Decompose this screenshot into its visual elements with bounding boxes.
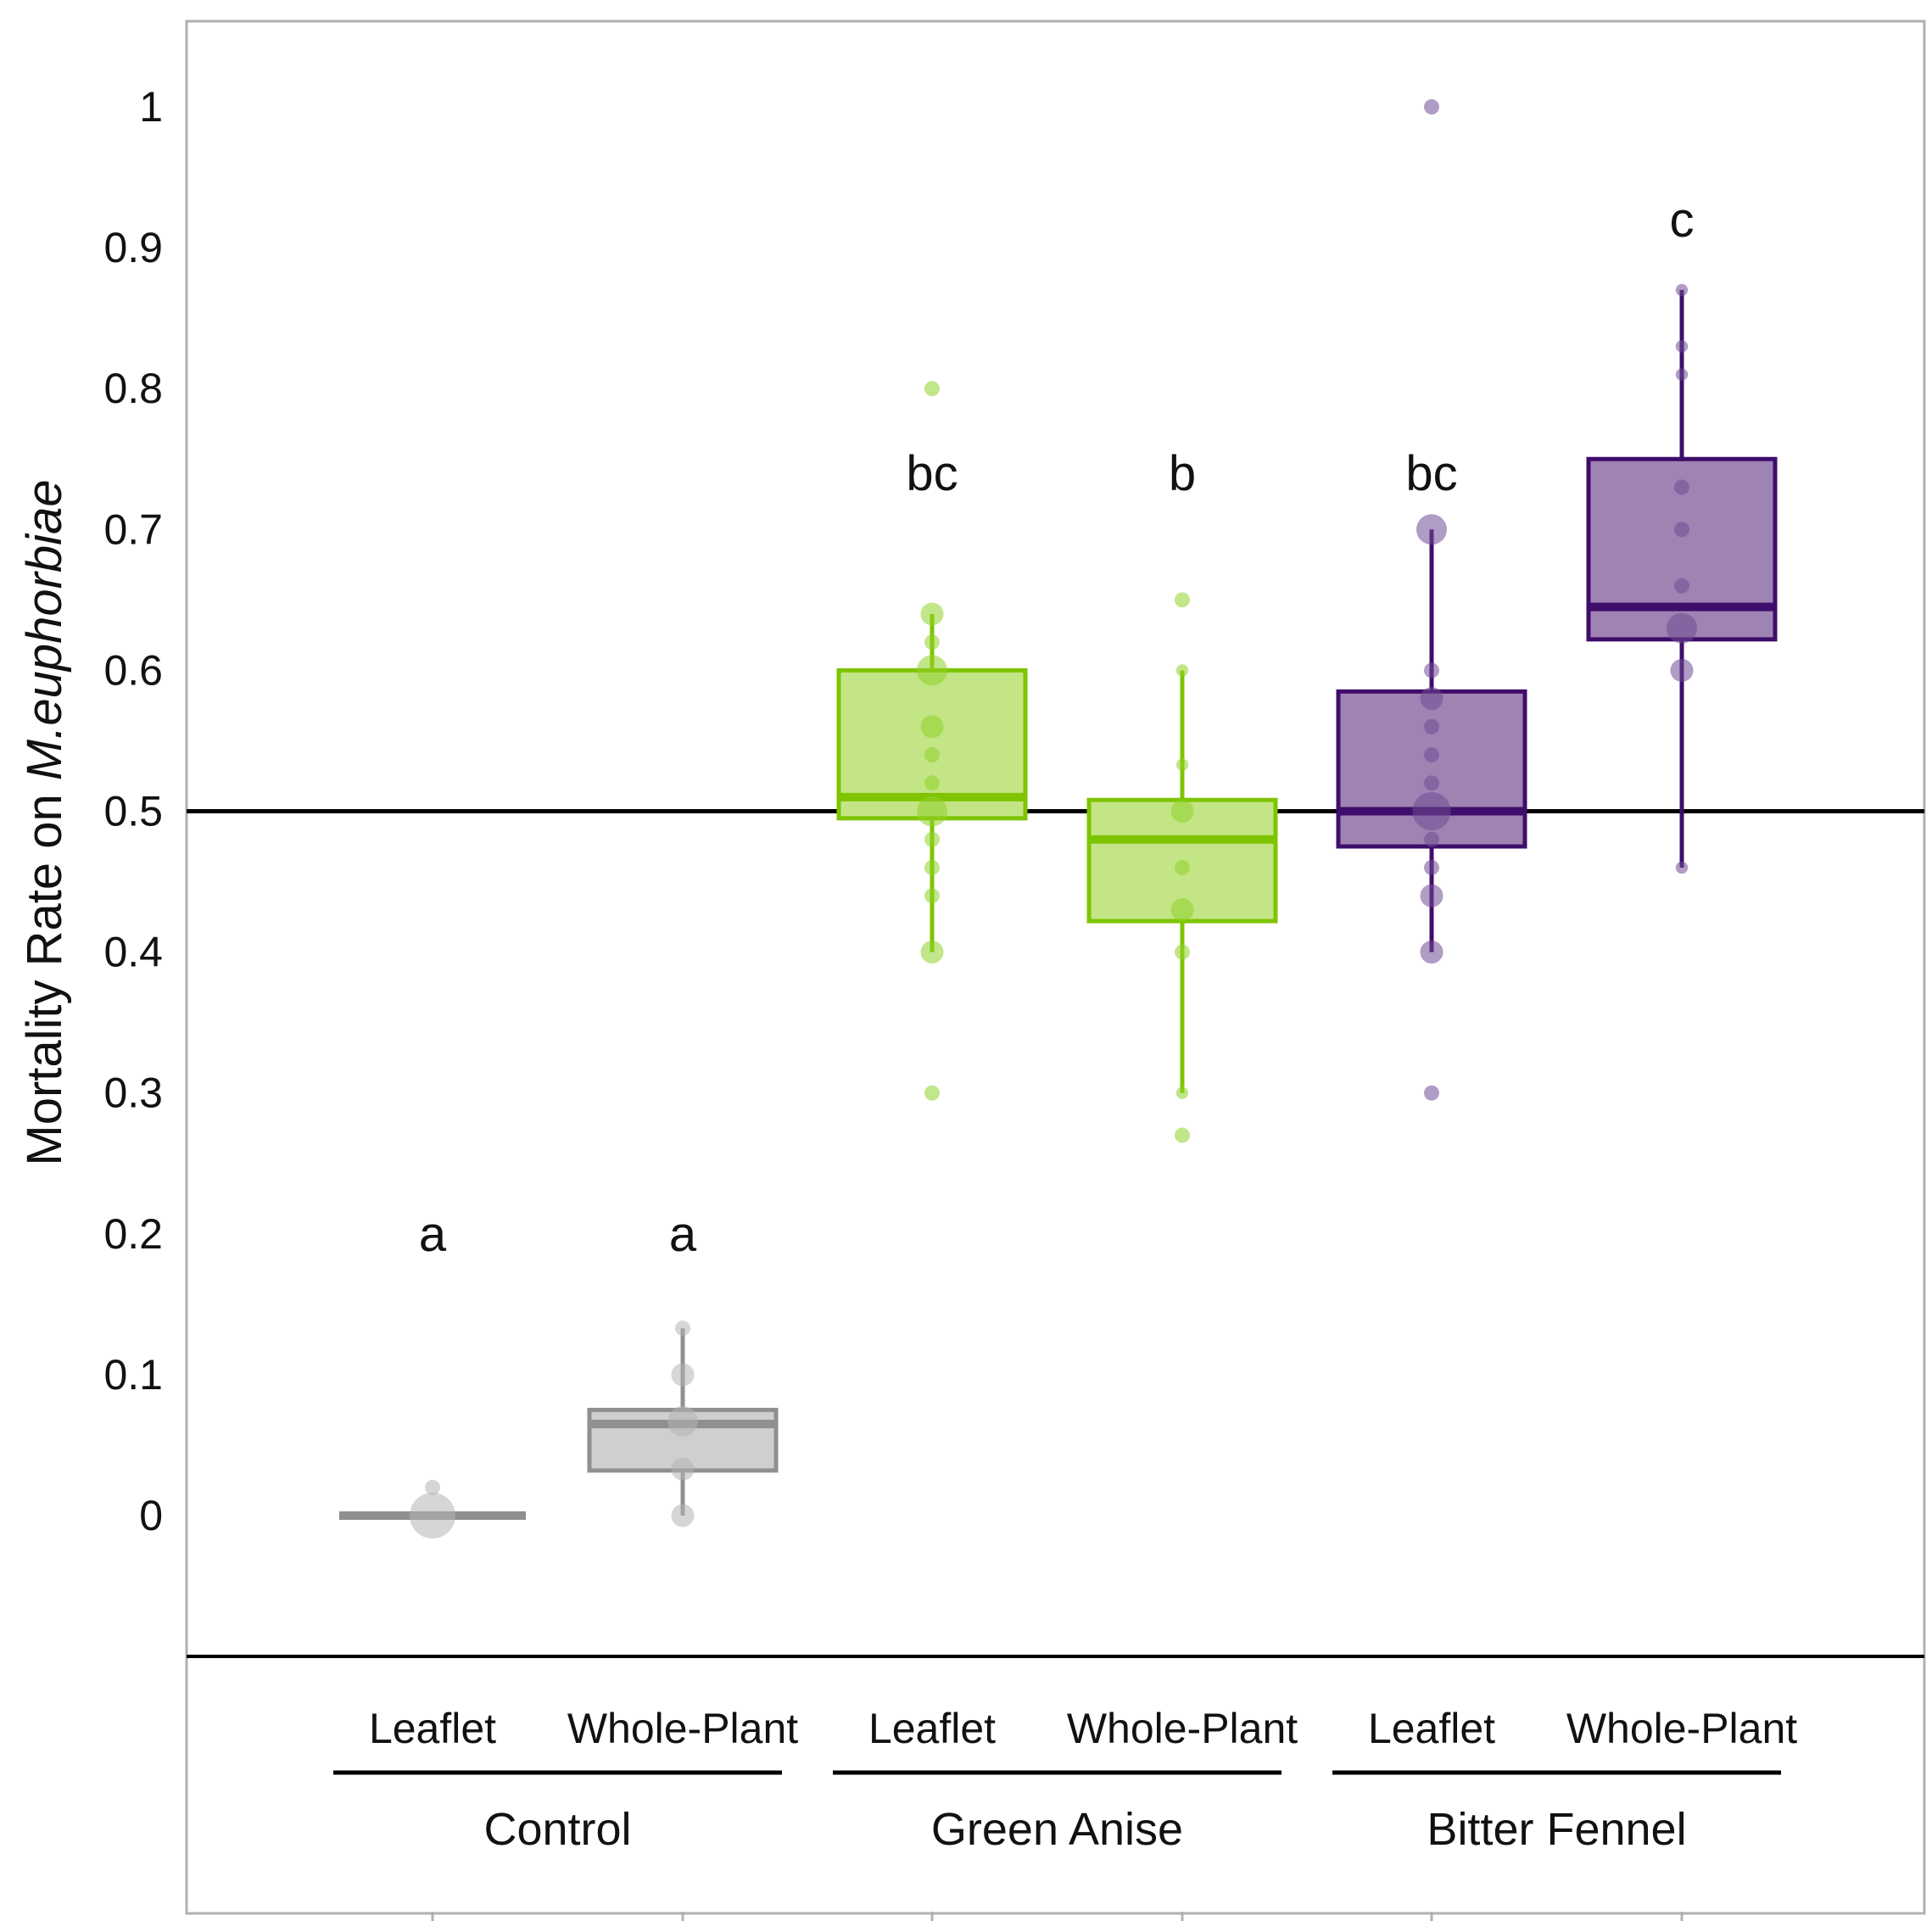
- box-layer: a a bc b bc c: [339, 99, 1778, 1538]
- significance-letter: a: [419, 1207, 447, 1262]
- y-tick-label: 0.9: [103, 224, 163, 271]
- axis-layer: 0 0.1 0.2 0.3 0.4 0.5 0.6 0.7 0.8 0.9 1 Control Leaf…: [103, 83, 1924, 1921]
- subgroup-label: Leaflet: [1368, 1705, 1495, 1752]
- data-point: [924, 747, 940, 763]
- significance-letter: a: [669, 1207, 697, 1262]
- data-point: [924, 634, 940, 651]
- data-point: [1175, 944, 1190, 960]
- y-tick-label: 0: [139, 1492, 163, 1539]
- y-tick-label: 0.4: [103, 929, 163, 976]
- box-group: a: [587, 1207, 779, 1527]
- y-tick-label: 0.7: [103, 505, 163, 553]
- y-tick-label: 0.1: [103, 1351, 163, 1399]
- data-point: [1175, 859, 1190, 875]
- plot-frame: [185, 20, 1926, 1915]
- box-group: bc: [836, 381, 1028, 1101]
- data-point: [917, 655, 947, 686]
- data-point: [1424, 747, 1439, 763]
- significance-letter: b: [1169, 446, 1196, 501]
- y-tick-label: 0.6: [103, 646, 163, 694]
- y-tick-label: 0.8: [103, 365, 163, 412]
- y-tick-label: 1: [139, 83, 163, 131]
- data-point: [1170, 800, 1194, 823]
- y-axis-label: Mortality Rate on M.euphorbiae: [17, 479, 72, 1165]
- data-point: [1175, 1086, 1189, 1099]
- data-point: [1424, 859, 1439, 875]
- data-point: [1420, 941, 1443, 964]
- box-group: c: [1586, 193, 1778, 874]
- subgroup-label: Leaflet: [369, 1705, 496, 1752]
- significance-letter: bc: [1405, 446, 1457, 501]
- data-point: [1424, 662, 1439, 678]
- data-point: [1424, 1085, 1439, 1101]
- data-point: [1675, 283, 1689, 297]
- data-point: [924, 1085, 940, 1101]
- box-group: bc: [1336, 99, 1527, 1101]
- data-point: [1674, 522, 1689, 538]
- data-point: [920, 602, 944, 626]
- data-point: [1675, 861, 1689, 874]
- data-point: [1420, 884, 1443, 907]
- data-point: [1670, 658, 1694, 682]
- group-label: Bitter Fennel: [1427, 1804, 1686, 1855]
- data-point: [671, 1504, 695, 1527]
- data-point: [924, 381, 940, 397]
- data-point: [924, 859, 940, 875]
- data-point: [924, 831, 940, 847]
- y-tick-label: 0.3: [103, 1069, 163, 1117]
- subgroup-label: Whole-Plant: [1566, 1705, 1797, 1752]
- data-point: [1674, 479, 1689, 495]
- subgroup-label: Whole-Plant: [567, 1705, 798, 1752]
- box-group: b: [1086, 446, 1278, 1143]
- data-point: [1420, 687, 1443, 711]
- data-point: [920, 715, 944, 739]
- data-point: [425, 1479, 440, 1495]
- data-point: [920, 941, 944, 964]
- data-point: [924, 775, 940, 791]
- data-point: [1424, 831, 1439, 847]
- data-point: [1175, 664, 1189, 677]
- subgroup-label: Leaflet: [868, 1705, 996, 1752]
- data-point: [1170, 898, 1194, 922]
- data-point: [671, 1363, 695, 1387]
- data-point: [1674, 578, 1689, 594]
- group-label: Green Anise: [931, 1804, 1183, 1855]
- data-point: [1424, 99, 1439, 114]
- data-point: [924, 888, 940, 904]
- data-point: [1412, 792, 1451, 830]
- data-point: [667, 1405, 698, 1437]
- subgroup-label: Whole-Plant: [1067, 1705, 1298, 1752]
- data-point: [917, 796, 947, 827]
- group-label: Control: [483, 1804, 631, 1855]
- significance-letter: c: [1670, 193, 1695, 248]
- data-point: [675, 1321, 690, 1337]
- data-point: [1675, 340, 1689, 353]
- box-group: a: [339, 1207, 526, 1538]
- data-point: [1675, 368, 1689, 381]
- data-point: [1424, 718, 1439, 734]
- y-tick-label: 0.5: [103, 788, 163, 835]
- significance-letter: bc: [906, 446, 958, 501]
- data-point: [1424, 775, 1439, 791]
- data-point: [1175, 758, 1189, 771]
- data-point: [1667, 612, 1697, 644]
- data-point: [671, 1457, 695, 1481]
- data-point: [1175, 592, 1190, 608]
- data-point: [1416, 514, 1447, 545]
- data-point: [1175, 1127, 1190, 1143]
- y-tick-label: 0.2: [103, 1210, 163, 1258]
- data-point: [410, 1493, 455, 1538]
